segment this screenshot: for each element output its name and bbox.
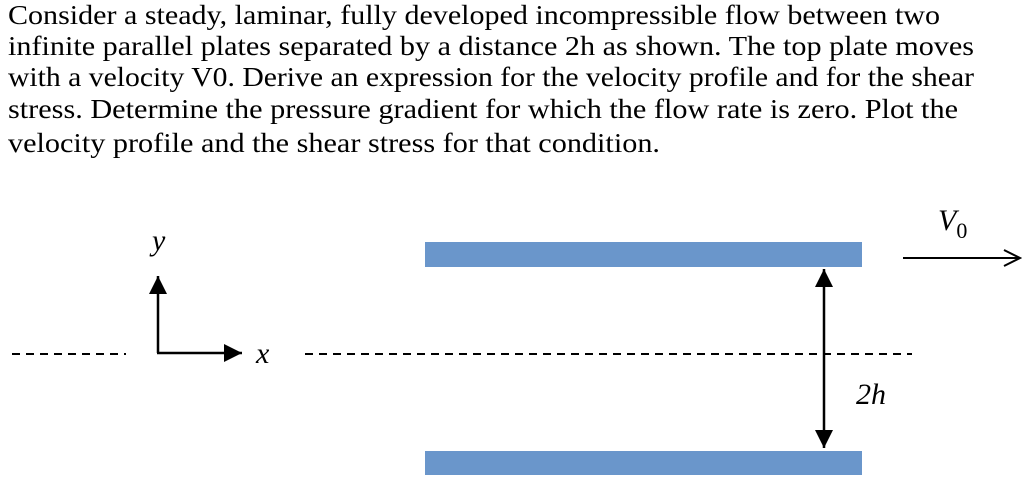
x-axis-label: x <box>255 337 270 370</box>
velocity-label: V0 <box>938 204 967 243</box>
problem-line: Consider a steady, laminar, fully develo… <box>8 0 940 30</box>
velocity-subscript: 0 <box>956 218 967 243</box>
problem-line: infinite parallel plates separated by a … <box>8 31 974 61</box>
gap-label: 2h <box>856 378 886 411</box>
problem-line: with a velocity V0. Derive an expression… <box>8 62 974 92</box>
bottom-plate <box>425 451 862 475</box>
problem-line: stress. Determine the pressure gradient … <box>8 94 958 124</box>
velocity-symbol: V <box>938 204 960 237</box>
problem-line: velocity profile and the shear stress fo… <box>8 128 660 158</box>
top-plate <box>425 242 862 267</box>
y-axis-label: y <box>149 224 166 257</box>
